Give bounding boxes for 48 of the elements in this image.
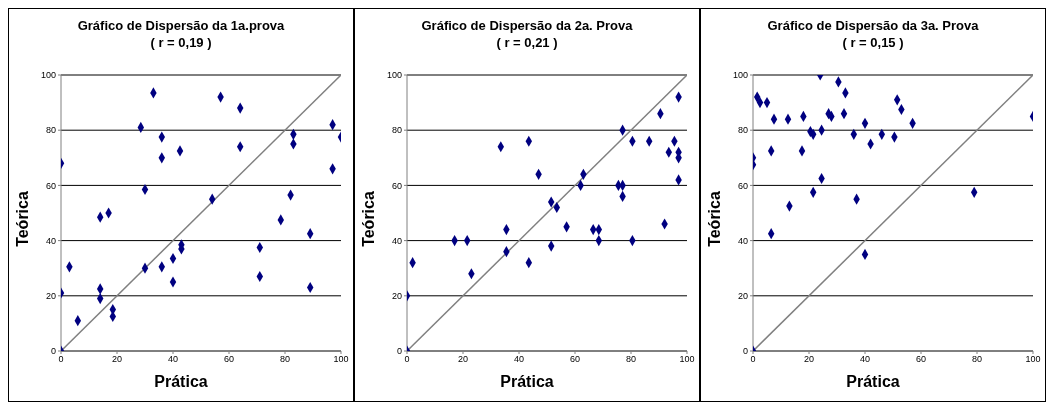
x-axis-title: Prática bbox=[845, 373, 901, 391]
y-tick-label: 20 bbox=[391, 290, 402, 301]
x-tick-label: 60 bbox=[223, 354, 235, 365]
chart-title: Gráfico de Dispersão da 3a. Prova bbox=[766, 17, 980, 34]
x-tick-label: 100 bbox=[333, 354, 349, 365]
x-tick-label: 0 bbox=[750, 354, 756, 365]
x-tick-label: 80 bbox=[971, 354, 983, 365]
y-tick-label: 100 bbox=[386, 70, 402, 81]
chart-subtitle: ( r = 0,15 ) bbox=[841, 34, 905, 51]
y-tick-label: 20 bbox=[737, 290, 748, 301]
y-tick-label: 100 bbox=[40, 70, 56, 81]
y-axis-title: Teórica bbox=[360, 191, 378, 247]
x-tick-label: 20 bbox=[803, 354, 815, 365]
y-tick-label: 40 bbox=[45, 235, 56, 246]
x-tick-label: 60 bbox=[915, 354, 927, 365]
y-tick-label: 20 bbox=[45, 290, 56, 301]
x-tick-label: 80 bbox=[625, 354, 637, 365]
y-tick-label: 0 bbox=[396, 346, 402, 357]
chart-subtitle: ( r = 0,19 ) bbox=[149, 34, 213, 51]
x-tick-label: 40 bbox=[167, 354, 179, 365]
y-tick-label: 80 bbox=[45, 125, 56, 136]
x-axis-title: Prática bbox=[153, 373, 209, 391]
x-tick-label: 0 bbox=[404, 354, 410, 365]
x-tick-label: 20 bbox=[457, 354, 469, 365]
y-tick-label: 60 bbox=[737, 180, 748, 191]
y-tick-label: 0 bbox=[742, 346, 748, 357]
x-tick-label: 20 bbox=[111, 354, 123, 365]
y-tick-label: 80 bbox=[391, 125, 402, 136]
y-axis-title: Teórica bbox=[14, 191, 32, 247]
x-tick-label: 80 bbox=[279, 354, 291, 365]
x-tick-label: 100 bbox=[679, 354, 695, 365]
x-axis-title: Prática bbox=[499, 373, 555, 391]
x-tick-label: 60 bbox=[569, 354, 581, 365]
y-tick-label: 40 bbox=[391, 235, 402, 246]
y-tick-label: 80 bbox=[737, 125, 748, 136]
chart-subtitle: ( r = 0,21 ) bbox=[495, 34, 559, 51]
y-tick-label: 0 bbox=[50, 346, 56, 357]
x-tick-label: 100 bbox=[1025, 354, 1041, 365]
x-tick-label: 0 bbox=[58, 354, 64, 365]
y-tick-label: 60 bbox=[391, 180, 402, 191]
x-tick-label: 40 bbox=[859, 354, 871, 365]
y-tick-label: 100 bbox=[732, 70, 748, 81]
y-axis-title: Teórica bbox=[706, 191, 724, 247]
chart-title: Gráfico de Dispersão da 2a. Prova bbox=[420, 17, 634, 34]
y-tick-label: 60 bbox=[45, 180, 56, 191]
x-tick-label: 40 bbox=[513, 354, 525, 365]
y-tick-label: 40 bbox=[737, 235, 748, 246]
chart-title: Gráfico de Dispersão da 1a.prova bbox=[76, 17, 286, 34]
